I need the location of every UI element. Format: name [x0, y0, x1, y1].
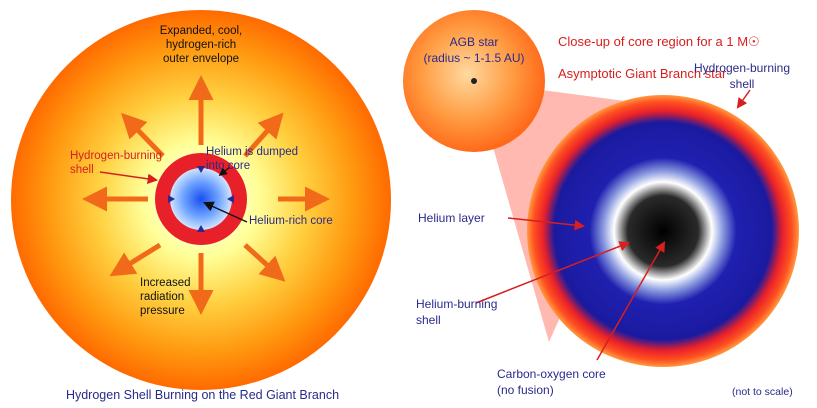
- left-caption: Hydrogen Shell Burning on the Red Giant …: [65, 388, 340, 402]
- helium-dumped-label: Helium is dumped into core: [206, 146, 299, 172]
- outer-envelope-label: Expanded, cool, hydrogen-rich outer enve…: [159, 25, 243, 65]
- solar-symbol: ☉: [748, 34, 760, 49]
- agb-hydrogen-shell-label: Hydrogen-burning shell: [693, 61, 791, 91]
- helium-dumped-pointer: [218, 166, 231, 177]
- hydrogen-shell-pointer: [99, 171, 159, 185]
- right-title-line1: Close-up of core region for a 1 M: [558, 34, 749, 49]
- helium-burning-label: Helium-burning shell: [416, 297, 498, 327]
- carbon-core-pointer: [596, 241, 666, 361]
- hydrogen-shell-label: Hydrogen-burning shell: [70, 150, 163, 176]
- radiation-pressure-arrows: [82, 75, 330, 315]
- right-title-line2: Asymptotic Giant Branch star: [558, 66, 727, 81]
- right-title: Close-up of core region for a 1 M☉ Asymp…: [548, 18, 817, 82]
- not-to-scale-label: (not to scale): [732, 386, 793, 398]
- agb-hydrogen-shell-pointer: [736, 89, 751, 109]
- helium-core-label: Helium-rich core: [249, 215, 333, 227]
- agb-star-label: AGB star (radius ~ 1-1.5 AU): [423, 35, 525, 65]
- helium-infall-arrows: [168, 166, 234, 232]
- helium-burning-pointer: [475, 241, 630, 304]
- helium-layer-label: Helium layer: [418, 211, 485, 225]
- radiation-pressure-label: Increased radiation pressure: [140, 277, 191, 317]
- helium-core-pointer: [203, 201, 248, 223]
- helium-layer-pointer: [507, 217, 586, 231]
- core-closeup: [527, 95, 799, 367]
- carbon-core-label: Carbon-oxygen core (no fusion): [497, 367, 606, 397]
- agb-core-dot: [471, 78, 477, 84]
- helium-rich-core: [170, 168, 232, 230]
